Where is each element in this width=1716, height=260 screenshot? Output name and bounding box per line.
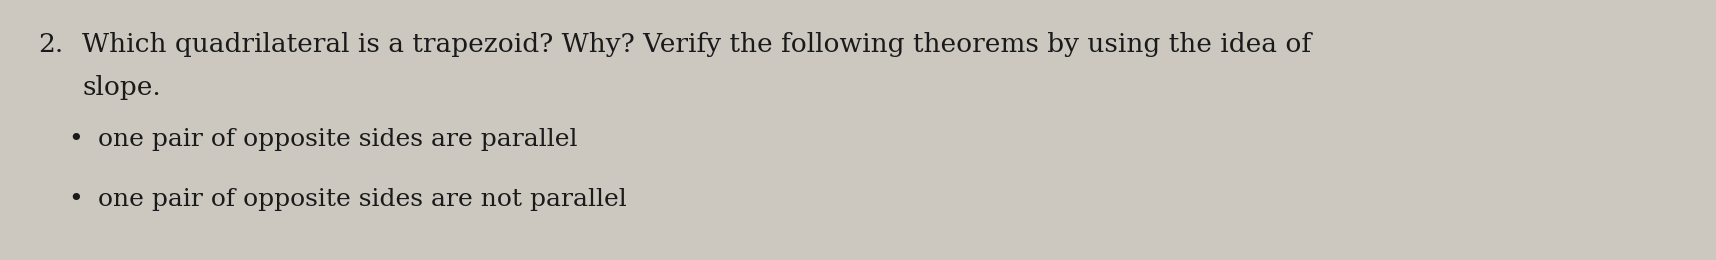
Text: •: • — [69, 188, 82, 211]
Text: Which quadrilateral is a trapezoid? Why? Verify the following theorems by using : Which quadrilateral is a trapezoid? Why?… — [82, 32, 1311, 57]
Text: •: • — [69, 128, 82, 151]
Text: one pair of opposite sides are not parallel: one pair of opposite sides are not paral… — [98, 188, 626, 211]
Text: one pair of opposite sides are parallel: one pair of opposite sides are parallel — [98, 128, 578, 151]
Text: slope.: slope. — [82, 75, 161, 100]
Text: 2.: 2. — [38, 32, 63, 57]
